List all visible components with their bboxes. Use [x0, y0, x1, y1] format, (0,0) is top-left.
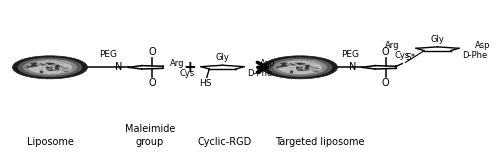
- Ellipse shape: [55, 65, 60, 69]
- Ellipse shape: [308, 67, 314, 68]
- Ellipse shape: [47, 66, 54, 71]
- Ellipse shape: [39, 67, 45, 69]
- Ellipse shape: [273, 59, 327, 76]
- Ellipse shape: [280, 62, 287, 64]
- Ellipse shape: [51, 69, 60, 71]
- Ellipse shape: [306, 61, 314, 64]
- Ellipse shape: [59, 69, 72, 72]
- Text: D-Phe: D-Phe: [462, 51, 487, 60]
- Text: +: +: [184, 60, 196, 75]
- Text: Arg: Arg: [170, 59, 184, 68]
- Ellipse shape: [46, 67, 52, 71]
- Text: Gly: Gly: [216, 53, 230, 62]
- Ellipse shape: [60, 66, 64, 68]
- Text: D-Phe: D-Phe: [247, 69, 272, 78]
- Ellipse shape: [289, 67, 295, 69]
- Ellipse shape: [32, 63, 38, 65]
- Text: PEG: PEG: [99, 50, 117, 59]
- Ellipse shape: [297, 66, 304, 71]
- Ellipse shape: [63, 71, 69, 72]
- Ellipse shape: [54, 67, 58, 69]
- Ellipse shape: [278, 61, 322, 74]
- Ellipse shape: [276, 65, 290, 68]
- Ellipse shape: [31, 63, 36, 66]
- Ellipse shape: [40, 70, 44, 73]
- Ellipse shape: [62, 70, 72, 73]
- Ellipse shape: [302, 65, 310, 66]
- Ellipse shape: [305, 65, 310, 69]
- Ellipse shape: [313, 71, 319, 72]
- Ellipse shape: [291, 63, 305, 65]
- Ellipse shape: [30, 62, 37, 64]
- Ellipse shape: [282, 63, 288, 65]
- Text: N: N: [348, 62, 356, 72]
- Ellipse shape: [41, 63, 48, 65]
- Ellipse shape: [26, 65, 40, 68]
- Text: Arg: Arg: [385, 41, 400, 50]
- Ellipse shape: [312, 70, 322, 73]
- Ellipse shape: [56, 61, 64, 64]
- Ellipse shape: [304, 63, 310, 65]
- Text: O: O: [148, 78, 156, 88]
- Text: HS: HS: [199, 79, 211, 88]
- Text: Cyclic-RGD: Cyclic-RGD: [198, 137, 252, 147]
- Ellipse shape: [289, 63, 304, 64]
- Ellipse shape: [286, 63, 291, 66]
- Ellipse shape: [41, 63, 55, 65]
- Ellipse shape: [12, 56, 88, 79]
- Ellipse shape: [296, 67, 302, 71]
- Ellipse shape: [268, 57, 332, 77]
- Ellipse shape: [310, 66, 314, 68]
- Ellipse shape: [262, 56, 338, 79]
- Ellipse shape: [301, 69, 310, 71]
- Text: S*: S*: [406, 53, 415, 62]
- Ellipse shape: [54, 63, 60, 65]
- Text: O: O: [382, 78, 390, 88]
- Ellipse shape: [281, 63, 286, 66]
- Ellipse shape: [60, 67, 70, 69]
- Ellipse shape: [28, 61, 72, 74]
- Text: O: O: [148, 47, 156, 57]
- Ellipse shape: [290, 70, 294, 73]
- Ellipse shape: [23, 59, 77, 76]
- Ellipse shape: [39, 63, 54, 64]
- Text: Cys: Cys: [394, 51, 409, 60]
- Ellipse shape: [304, 67, 308, 69]
- Ellipse shape: [58, 67, 64, 68]
- Ellipse shape: [18, 57, 82, 77]
- Ellipse shape: [291, 63, 298, 65]
- Ellipse shape: [309, 69, 322, 72]
- Ellipse shape: [62, 60, 72, 65]
- Text: Asp: Asp: [475, 41, 490, 50]
- Text: Asp: Asp: [260, 59, 276, 68]
- Text: N: N: [115, 62, 122, 72]
- Text: Targeted liposome: Targeted liposome: [275, 137, 365, 147]
- Text: Liposome: Liposome: [26, 137, 74, 147]
- Text: Maleimide
group: Maleimide group: [125, 125, 175, 147]
- Text: PEG: PEG: [341, 50, 359, 59]
- Ellipse shape: [312, 60, 322, 65]
- Ellipse shape: [310, 67, 320, 69]
- Ellipse shape: [36, 63, 41, 66]
- Text: O: O: [382, 47, 390, 57]
- Text: Gly: Gly: [430, 35, 444, 44]
- Ellipse shape: [52, 65, 60, 66]
- Text: Cys: Cys: [179, 69, 194, 78]
